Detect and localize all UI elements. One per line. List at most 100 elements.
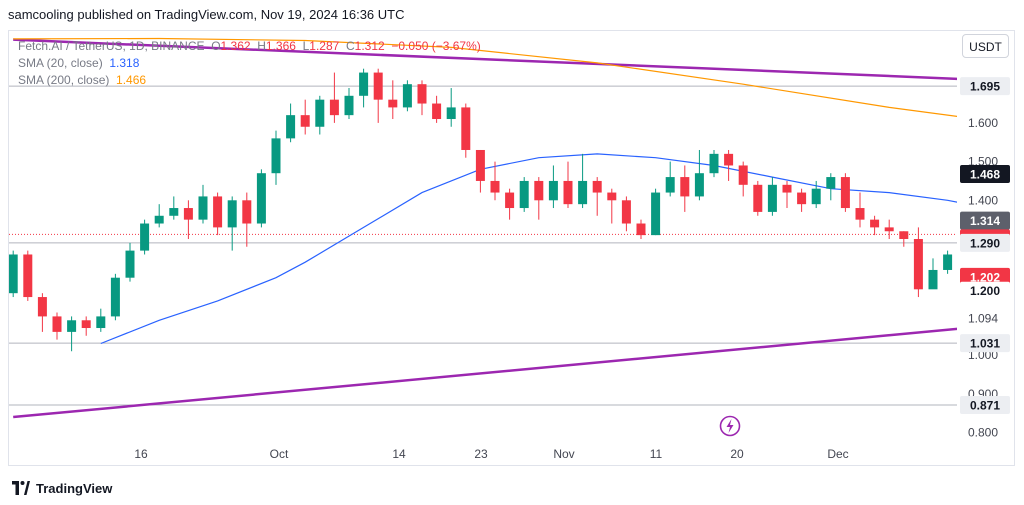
candle [432, 95, 442, 123]
candle-body [300, 115, 310, 127]
candle [840, 173, 850, 212]
x-tick-label: 11 [650, 447, 663, 461]
candle-body [271, 138, 281, 174]
candle [636, 219, 646, 239]
candle-body [446, 107, 456, 120]
candle [140, 219, 150, 255]
candle-body [753, 184, 763, 212]
candle [767, 177, 777, 216]
candle [490, 161, 500, 201]
price-tag: 0.871 [960, 396, 1010, 415]
footer: TradingView [10, 477, 112, 499]
close-label: C [346, 39, 355, 53]
price-tag-label: 1.314 [970, 214, 1000, 228]
candle [402, 80, 412, 112]
candle [694, 149, 704, 201]
candle [651, 188, 661, 236]
change-value: −0.050 (−3.67%) [391, 39, 481, 53]
legend-sma20-row[interactable]: SMA (20, close) 1.318 [18, 55, 481, 72]
candle-body [855, 208, 865, 220]
candle [563, 161, 573, 209]
y-tick-label: 0.800 [968, 426, 998, 440]
candle-body [578, 180, 588, 205]
plot-area [9, 37, 957, 419]
currency-button[interactable]: USDT [962, 34, 1009, 58]
price-tag-bg [960, 281, 1010, 300]
x-tick-label: Nov [553, 447, 574, 461]
price-tag-label: 1.290 [970, 236, 1000, 250]
candle [169, 196, 179, 220]
candle-body [213, 196, 223, 228]
candle-body [227, 200, 237, 228]
sma200-label: SMA (200, close) [18, 73, 110, 87]
candle [578, 153, 588, 209]
candle [811, 180, 821, 209]
candle-body [344, 95, 354, 116]
candle-body [359, 72, 369, 96]
sma200-value: 1.466 [116, 73, 147, 87]
candle [213, 192, 223, 236]
candle-body [315, 99, 325, 127]
price-tag-label: 1.202 [970, 270, 1000, 284]
candle-body [140, 223, 150, 251]
candle [242, 192, 252, 247]
candle [52, 312, 62, 340]
legend-sma200-row[interactable]: SMA (200, close) 1.466 [18, 72, 481, 89]
footer-brand[interactable]: TradingView [36, 480, 113, 496]
candle [753, 180, 763, 216]
candle-body [811, 188, 821, 205]
candle-body [286, 115, 296, 139]
candle-body [651, 192, 661, 236]
candle [943, 250, 953, 274]
price-tag-bg [960, 396, 1010, 415]
candle [198, 184, 208, 224]
price-tag-bg [960, 211, 1010, 230]
high-label: H [257, 39, 266, 53]
candle [592, 177, 602, 216]
candle [475, 149, 485, 193]
candle-body [417, 84, 427, 104]
candle [417, 80, 427, 116]
candle [855, 192, 865, 228]
candle-body [183, 208, 193, 220]
lightning-event-icon[interactable] [719, 415, 741, 437]
candle [461, 103, 471, 158]
candle-body [797, 192, 807, 205]
price-tag-label: 1.031 [970, 337, 1000, 351]
candle [709, 149, 719, 178]
candle-body [154, 215, 164, 224]
candle-body [242, 200, 252, 224]
candle [724, 149, 734, 181]
candle [271, 130, 281, 185]
x-tick-label: 20 [730, 447, 744, 461]
candle-body [256, 173, 266, 224]
candle-body [607, 192, 617, 201]
candle [870, 215, 880, 236]
candle [665, 161, 675, 197]
candle-body [52, 316, 62, 332]
candle-body [724, 153, 734, 166]
candle-body [767, 184, 777, 212]
tradingview-logo-icon[interactable] [10, 481, 32, 495]
candle [81, 316, 91, 336]
candle [913, 227, 923, 298]
candle-body [198, 196, 208, 220]
candle [548, 165, 558, 209]
symbol-label[interactable]: Fetch.AI / TetherUS, 1D, BINANCE [18, 39, 205, 53]
candle [183, 200, 193, 239]
candle [621, 196, 631, 232]
price-tag-bg [960, 233, 1010, 252]
candle-body [169, 208, 179, 216]
candle-body [636, 223, 646, 236]
candle [519, 177, 529, 212]
candle [329, 72, 339, 123]
candle-body [709, 153, 719, 174]
trendline-resistance [13, 38, 957, 81]
candle [23, 250, 33, 301]
candle-body [592, 180, 602, 193]
candle-body [110, 277, 120, 317]
price-tag-bg [960, 77, 1010, 96]
candle [505, 188, 515, 220]
candle-body [621, 200, 631, 224]
